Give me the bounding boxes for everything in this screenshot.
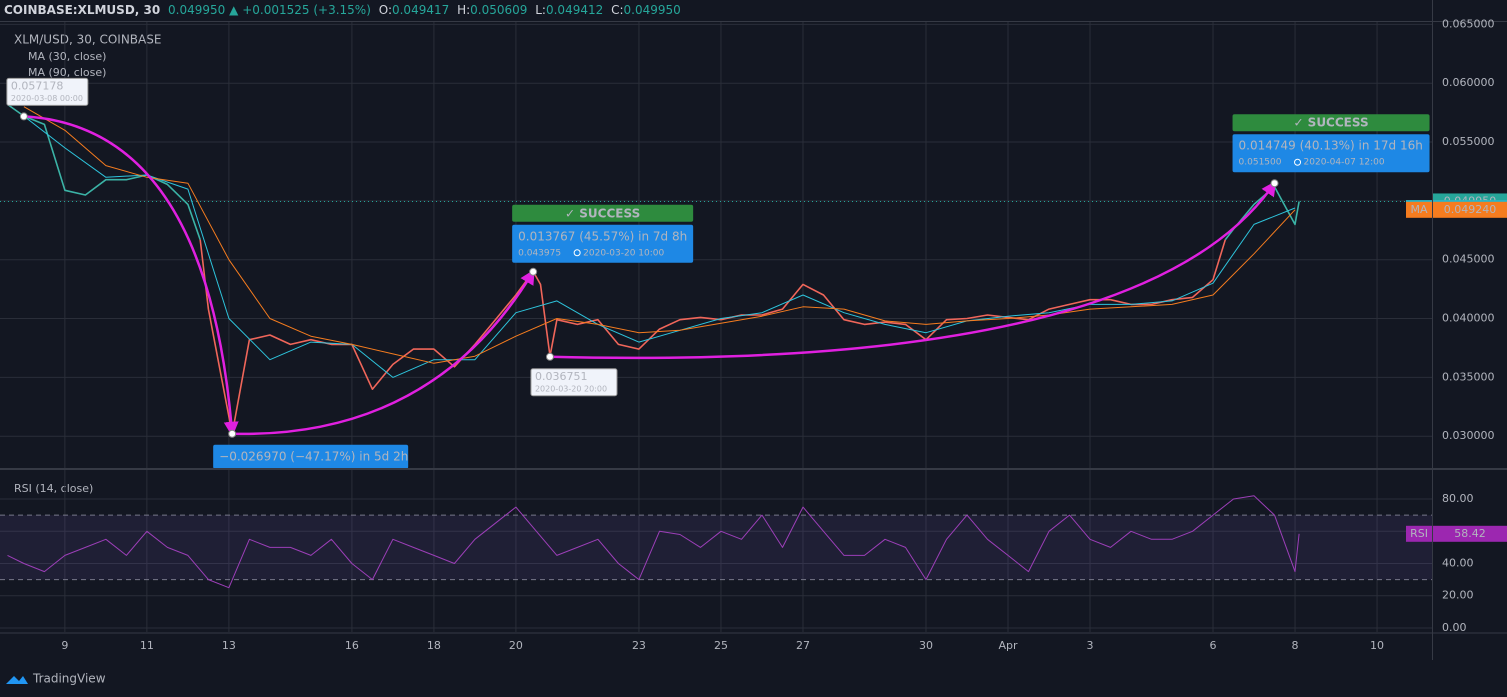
- ohlc-key: L:: [535, 3, 546, 17]
- ohlc-value: 0.050609: [470, 3, 527, 17]
- x-tick-label: 8: [1292, 639, 1299, 652]
- x-tick-label: 6: [1210, 639, 1217, 652]
- status-box: [512, 204, 694, 222]
- x-tick-label: 16: [345, 639, 359, 652]
- pane-title: XLM/USD, 30, COINBASE: [14, 33, 161, 47]
- brand: TradingView: [32, 672, 106, 686]
- series-line: [7, 495, 1300, 589]
- measure-box: [512, 224, 694, 263]
- measure-box: [213, 444, 409, 468]
- trend-curve: [23, 115, 239, 437]
- y-tick-label: 0.00: [1442, 621, 1467, 634]
- x-tick-label: 10: [1370, 639, 1384, 652]
- y-tick-label: 0.035000: [1442, 370, 1495, 383]
- y-tick-label: 0.045000: [1442, 253, 1495, 266]
- y-tick-label: 0.065000: [1442, 17, 1495, 30]
- anchor-point: [228, 429, 237, 438]
- x-tick-label: 9: [61, 639, 68, 652]
- ohlc-value: 0.049417: [392, 3, 449, 17]
- change: +0.001525 (+3.15%): [242, 3, 371, 17]
- y-tick-label: 0.030000: [1442, 429, 1495, 442]
- anchor-point: [545, 352, 554, 361]
- y-tick-label: 40.00: [1442, 556, 1474, 569]
- price-box: [530, 368, 618, 397]
- x-tick-label: 30: [919, 639, 933, 652]
- legend-entry: MA (90, close): [28, 66, 106, 79]
- pane: [0, 470, 1432, 632]
- status-label: ✓ SUCCESS: [565, 206, 640, 220]
- marker-tag: MA: [1410, 203, 1427, 216]
- ohlc-key: O:: [379, 3, 392, 17]
- x-tick-label: 18: [427, 639, 441, 652]
- x-tick-label: 3: [1087, 639, 1094, 652]
- measure-price: 0.043975: [518, 248, 561, 258]
- measure-label: 0.013767 (45.57%) in 7d 8h: [518, 229, 687, 243]
- measure-label: 0.014749 (40.13%) in 17d 16h: [1239, 139, 1423, 153]
- measure-box: [1232, 134, 1430, 173]
- arrow: ▲: [229, 3, 239, 17]
- x-tick-label: 25: [714, 639, 728, 652]
- symbol: COINBASE:XLMUSD, 30: [4, 3, 160, 17]
- ohlc-value: 0.049412: [546, 3, 603, 17]
- x-tick-label: 23: [632, 639, 646, 652]
- marker-box: [1433, 201, 1507, 218]
- pane: 0.057178 2020-03-08 00:00 −0.026970 (−47.1…: [0, 22, 1432, 468]
- price: 0.049950: [168, 3, 225, 17]
- clock-icon: [573, 249, 581, 257]
- x-tick-label: 11: [140, 639, 154, 652]
- marker-label: 0.049240: [1444, 203, 1497, 216]
- y-tick-label: 20.00: [1442, 589, 1474, 602]
- legend-entry: MA (30, close): [28, 50, 106, 63]
- anchor-point: [529, 267, 538, 276]
- measure-price: 0.051500: [1239, 158, 1282, 168]
- status-label: ✓ SUCCESS: [1293, 116, 1368, 130]
- measure-label: −0.026970 (−47.17%) in 5d 2h: [219, 449, 408, 463]
- y-tick-label: 80.00: [1442, 492, 1474, 505]
- marker-label: 58.42: [1454, 527, 1486, 540]
- x-tick-label: 13: [222, 639, 236, 652]
- marker-box: [1433, 525, 1507, 542]
- price-box: [6, 77, 89, 106]
- header: COINBASE:XLMUSD, 30 0.049950 ▲ +0.001525…: [4, 3, 681, 17]
- trend-curve: [232, 269, 535, 436]
- anchor-point: [1270, 179, 1279, 188]
- band-fill: [0, 515, 1432, 580]
- clock-icon: [1294, 158, 1302, 166]
- marker-tag-box: [1406, 201, 1432, 218]
- y-tick-label: 0.040000: [1442, 312, 1495, 325]
- x-tick-label: 27: [796, 639, 810, 652]
- x-tick-label: 20: [509, 639, 523, 652]
- pane-title: RSI (14, close): [14, 482, 93, 495]
- price-label: 0.057178: [11, 79, 64, 92]
- tradingview-logo: [6, 676, 28, 684]
- anchor-point: [19, 112, 28, 121]
- marker-tag-box: [1406, 525, 1432, 542]
- ohlc-value: 0.049950: [624, 3, 681, 17]
- series-line: [199, 239, 1227, 435]
- status-box: [1232, 114, 1430, 132]
- measure-time: 2020-03-20 10:00: [583, 248, 664, 258]
- y-tick-label: 0.055000: [1442, 135, 1495, 148]
- ohlc-key: C:: [611, 3, 623, 17]
- series-line: [23, 106, 1296, 364]
- time-label: 2020-03-20 20:00: [535, 384, 607, 393]
- trend-curve: [549, 180, 1277, 360]
- time-label: 2020-03-08 00:00: [11, 94, 83, 103]
- y-tick-label: 0.060000: [1442, 76, 1495, 89]
- price-label: 0.036751: [535, 370, 588, 383]
- ohlc-key: H:: [457, 3, 470, 17]
- marker-tag: RSI: [1410, 527, 1428, 540]
- x-tick-label: Apr: [998, 639, 1018, 652]
- measure-time: 2020-04-07 12:00: [1304, 158, 1385, 168]
